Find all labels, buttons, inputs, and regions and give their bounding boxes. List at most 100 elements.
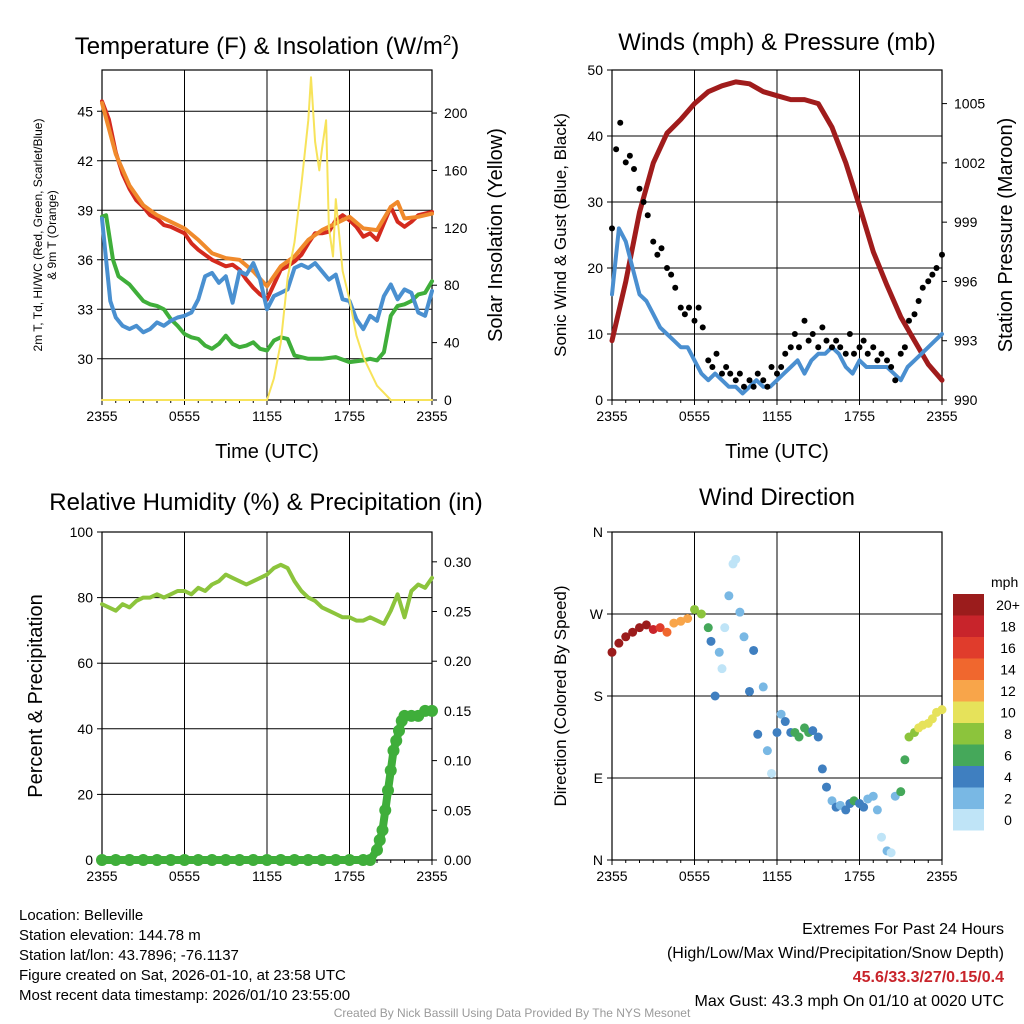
y-tick-label: 20 xyxy=(77,786,93,802)
y-tick-label: 30 xyxy=(77,351,93,367)
data-point-gust xyxy=(760,377,767,384)
y2-tick-label: 80 xyxy=(444,277,460,293)
series-line-yellow xyxy=(101,76,433,401)
data-point-gust xyxy=(823,337,830,344)
wind-direction-point xyxy=(683,614,693,624)
data-point-gust xyxy=(833,337,840,344)
data-point-gust xyxy=(699,324,706,331)
series-line-windblue xyxy=(610,226,944,396)
wind-direction-point xyxy=(767,768,776,778)
data-point-gust xyxy=(650,238,657,245)
wind-direction-point xyxy=(827,796,837,806)
chart-wind: 2355 0555 1155 1755 235501020304050990993996… xyxy=(551,29,1017,463)
y2-tick-label: 0.25 xyxy=(444,604,471,620)
legend-label: 10 xyxy=(1000,705,1016,721)
wind-direction-point xyxy=(808,726,818,736)
legend-swatch xyxy=(953,723,984,745)
x-tick-label: 0555 xyxy=(169,408,200,424)
title-end: ) xyxy=(451,33,459,60)
series-line-maroon xyxy=(609,79,945,383)
station-location: Location: Belleville xyxy=(19,907,144,924)
data-point-gust xyxy=(878,350,885,357)
wind-direction-point xyxy=(706,636,716,646)
data-point-gust xyxy=(774,370,780,377)
data-point-gust xyxy=(644,212,651,219)
legend-label: 4 xyxy=(1004,769,1012,785)
y-tick-label: 36 xyxy=(77,252,93,268)
x-tick-label: 2355 xyxy=(86,868,117,884)
x-tick-label: 2355 xyxy=(596,408,627,424)
wind-direction-point xyxy=(749,645,759,655)
data-point-gust xyxy=(860,337,867,344)
data-point-gust xyxy=(787,344,794,351)
y2-tick-label: 120 xyxy=(444,220,468,236)
legend-label: 2 xyxy=(1004,791,1012,807)
data-point-gust xyxy=(933,265,940,271)
data-point-gust xyxy=(695,304,702,311)
y2-tick-label: 1002 xyxy=(954,155,985,171)
legend-label: 14 xyxy=(1000,662,1016,678)
chart-title: Relative Humidity (%) & Precipitation (i… xyxy=(49,489,482,516)
y-tick-label: 39 xyxy=(77,202,93,218)
x-tick-label: 1155 xyxy=(252,868,282,884)
y-tick-label: E xyxy=(594,770,603,786)
y2-tick-label: 160 xyxy=(444,162,468,178)
wind-direction-point xyxy=(762,746,772,756)
legend-label: 8 xyxy=(1004,726,1012,742)
x-tick-label: 2355 xyxy=(926,408,957,424)
wind-direction-point xyxy=(669,618,679,628)
x-tick-label: 1755 xyxy=(844,408,875,424)
data-point-gust xyxy=(842,350,849,357)
chart-temp: 2355 0555 1155 1755 2355 30 33 36 39 42 45 0 40 80 120… xyxy=(31,32,507,463)
data-point-gust xyxy=(727,370,734,377)
y-tick-label: 0 xyxy=(85,852,93,868)
legend-swatch xyxy=(953,701,984,723)
x-tick-label: 0555 xyxy=(679,868,710,884)
x-tick-label: 2355 xyxy=(416,868,447,884)
y2-tick-label: 0.20 xyxy=(444,653,471,669)
y-tick-label: 40 xyxy=(587,128,603,144)
wind-direction-point xyxy=(720,623,730,633)
series-line-orange xyxy=(100,101,434,289)
chart-title: Wind Direction xyxy=(699,484,855,511)
data-point-gust xyxy=(626,152,633,159)
y2-tick-label: 0.10 xyxy=(444,753,471,769)
data-point-gust xyxy=(719,370,725,377)
y-axis-label: Percent & Precipitation xyxy=(25,594,47,797)
x-tick-label: 1155 xyxy=(762,868,792,884)
extremes-values: 45.6/33.3/27/0.15/0.4 xyxy=(852,969,1004,986)
data-point-gust xyxy=(809,331,816,337)
station-elevation: Station elevation: 144.78 m xyxy=(19,927,201,944)
wind-direction-point xyxy=(635,623,644,633)
y-tick-label: 10 xyxy=(587,326,603,342)
y2-tick-label: 0 xyxy=(444,392,452,408)
data-point-gust xyxy=(709,364,716,370)
wind-direction-point xyxy=(614,638,624,648)
wind-direction-point xyxy=(758,682,768,692)
legend-label: 12 xyxy=(1000,683,1016,699)
wind-direction-point xyxy=(927,714,937,724)
wind-direction-point xyxy=(696,609,706,619)
data-point-gust xyxy=(791,331,798,337)
y-tick-label: N xyxy=(593,524,603,540)
x-tick-label: 0555 xyxy=(679,408,710,424)
data-point-gust xyxy=(691,317,698,324)
data-point-gust xyxy=(801,317,808,324)
data-point-gust xyxy=(911,311,918,318)
wind-direction-point xyxy=(896,787,906,797)
data-point-gust xyxy=(640,199,647,205)
y-tick-label: W xyxy=(590,606,604,622)
y-tick-label: 40 xyxy=(77,721,93,737)
x-tick-label: 2355 xyxy=(416,408,447,424)
wind-direction-point xyxy=(817,764,827,774)
data-point-gust xyxy=(819,324,826,331)
wind-direction-point xyxy=(621,632,631,642)
data-point-gust xyxy=(897,350,904,357)
data-point-gust xyxy=(664,265,670,271)
extremes-subtitle: (High/Low/Max Wind/Precipitation/Snow De… xyxy=(666,945,1004,962)
y-tick-label: 45 xyxy=(77,103,93,119)
data-point-gust xyxy=(919,284,926,291)
chart-rh: 2355 0555 1155 1755 23550204060801000.000.05… xyxy=(25,489,483,884)
